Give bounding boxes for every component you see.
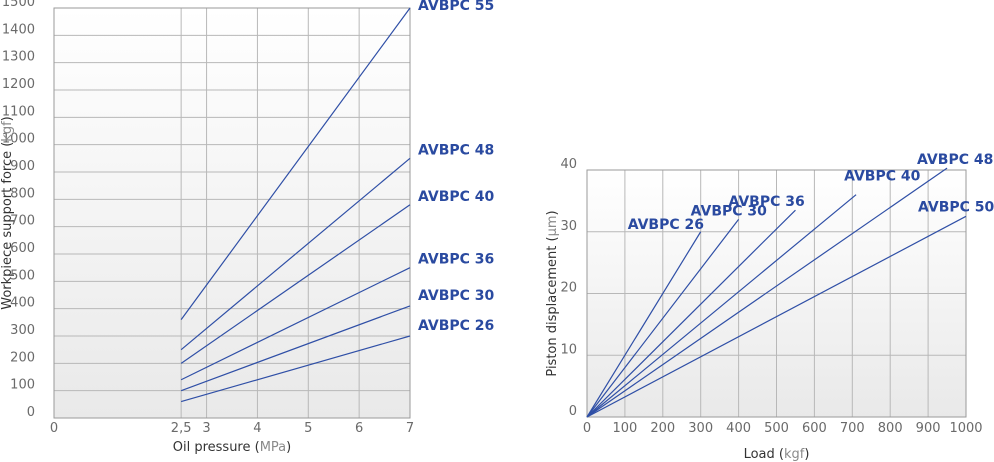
x-axis-unit: kgf <box>784 447 805 462</box>
x-tick-label: 2,5 <box>171 421 192 436</box>
series-line-avbpc-48 <box>180 157 411 351</box>
series-line-avbpc-48 <box>586 167 948 418</box>
x-tick-label: 4 <box>253 421 261 436</box>
y-tick-label: 40 <box>560 157 577 172</box>
y-tick-label: 0 <box>569 404 577 419</box>
y-tick-label: 1300 <box>2 50 35 65</box>
x-tick-label: 500 <box>764 421 789 436</box>
x-tick-label: 800 <box>878 421 903 436</box>
y-axis-unit: kgf <box>0 121 15 142</box>
series-line-avbpc-30 <box>586 219 740 418</box>
x-axis-title: Oil pressure (MPa) <box>173 440 291 455</box>
series-label-avbpc-48: AVBPC 48 <box>917 152 993 168</box>
plot-background <box>54 8 410 418</box>
series-label-avbpc-50: AVBPC 50 <box>918 199 994 215</box>
y-tick-label: 400 <box>10 296 35 311</box>
plot-frame <box>53 7 411 419</box>
series-line-avbpc-40 <box>586 194 857 418</box>
series-line-avbpc-36 <box>180 267 411 381</box>
y-tick-label: 600 <box>10 241 35 256</box>
x-tick-label: 6 <box>355 421 363 436</box>
y-tick-label: 20 <box>560 281 577 296</box>
x-tick-label: 7 <box>406 421 414 436</box>
series-line-avbpc-36 <box>586 209 796 418</box>
y-tick-label: 0 <box>27 405 35 420</box>
series-line-avbpc-26 <box>180 335 411 403</box>
series-line-avbpc-55 <box>180 7 411 320</box>
series-label-avbpc-36: AVBPC 36 <box>418 252 494 268</box>
y-tick-label: 1500 <box>2 0 35 10</box>
y-tick-label: 30 <box>560 219 577 234</box>
x-axis-title: Load (kgf) <box>744 447 810 462</box>
y-tick-label: 1200 <box>2 77 35 92</box>
x-tick-label: 300 <box>688 421 713 436</box>
x-tick-label: 3 <box>202 421 210 436</box>
y-axis-title: Piston displacement (μm) <box>545 210 560 376</box>
series-label-avbpc-55: AVBPC 55 <box>418 0 494 14</box>
y-tick-label: 800 <box>10 186 35 201</box>
x-tick-label: 400 <box>726 421 751 436</box>
series-line-avbpc-50 <box>586 215 967 418</box>
y-tick-label: 100 <box>10 378 35 393</box>
series-label-avbpc-30: AVBPC 30 <box>418 288 495 304</box>
y-tick-label: 1400 <box>2 22 35 37</box>
x-axis-unit: MPa <box>260 440 286 455</box>
x-tick-label: 1000 <box>949 421 982 436</box>
series-label-avbpc-40: AVBPC 40 <box>418 189 495 205</box>
y-tick-label: 1100 <box>2 104 35 119</box>
series-label-avbpc-40: AVBPC 40 <box>844 169 921 185</box>
series-label-avbpc-26: AVBPC 26 <box>628 217 704 233</box>
series-label-avbpc-48: AVBPC 48 <box>418 142 494 158</box>
x-tick-label: 900 <box>916 421 941 436</box>
series-line-avbpc-40 <box>180 204 411 364</box>
x-tick-label: 600 <box>802 421 827 436</box>
y-tick-label: 700 <box>10 214 35 229</box>
y-axis-unit: μm <box>545 215 560 236</box>
x-tick-label: 700 <box>840 421 865 436</box>
x-tick-label: 100 <box>612 421 637 436</box>
y-tick-label: 900 <box>10 159 35 174</box>
x-tick-label: 200 <box>650 421 675 436</box>
y-tick-label: 10 <box>560 342 577 357</box>
y-tick-label: 200 <box>10 350 35 365</box>
series-label-avbpc-36: AVBPC 36 <box>728 194 804 210</box>
series-line-avbpc-26 <box>586 231 702 418</box>
plot-frame <box>586 169 967 418</box>
y-tick-label: 1000 <box>2 132 35 147</box>
y-tick-label: 300 <box>10 323 35 338</box>
x-tick-label: 0 <box>583 421 591 436</box>
series-label-avbpc-30: AVBPC 30 <box>691 203 768 219</box>
y-tick-label: 500 <box>10 268 35 283</box>
series-line-avbpc-30 <box>180 305 411 392</box>
y-axis-title: Workpiece support force (kgf) <box>0 116 15 309</box>
chart-1: 0 100 200 300 400 500 600 700 800 900 1000 1100 1200… <box>0 0 495 455</box>
x-tick-label: 5 <box>304 421 312 436</box>
x-tick-label: 0 <box>50 421 58 436</box>
series-label-avbpc-26: AVBPC 26 <box>418 318 494 334</box>
